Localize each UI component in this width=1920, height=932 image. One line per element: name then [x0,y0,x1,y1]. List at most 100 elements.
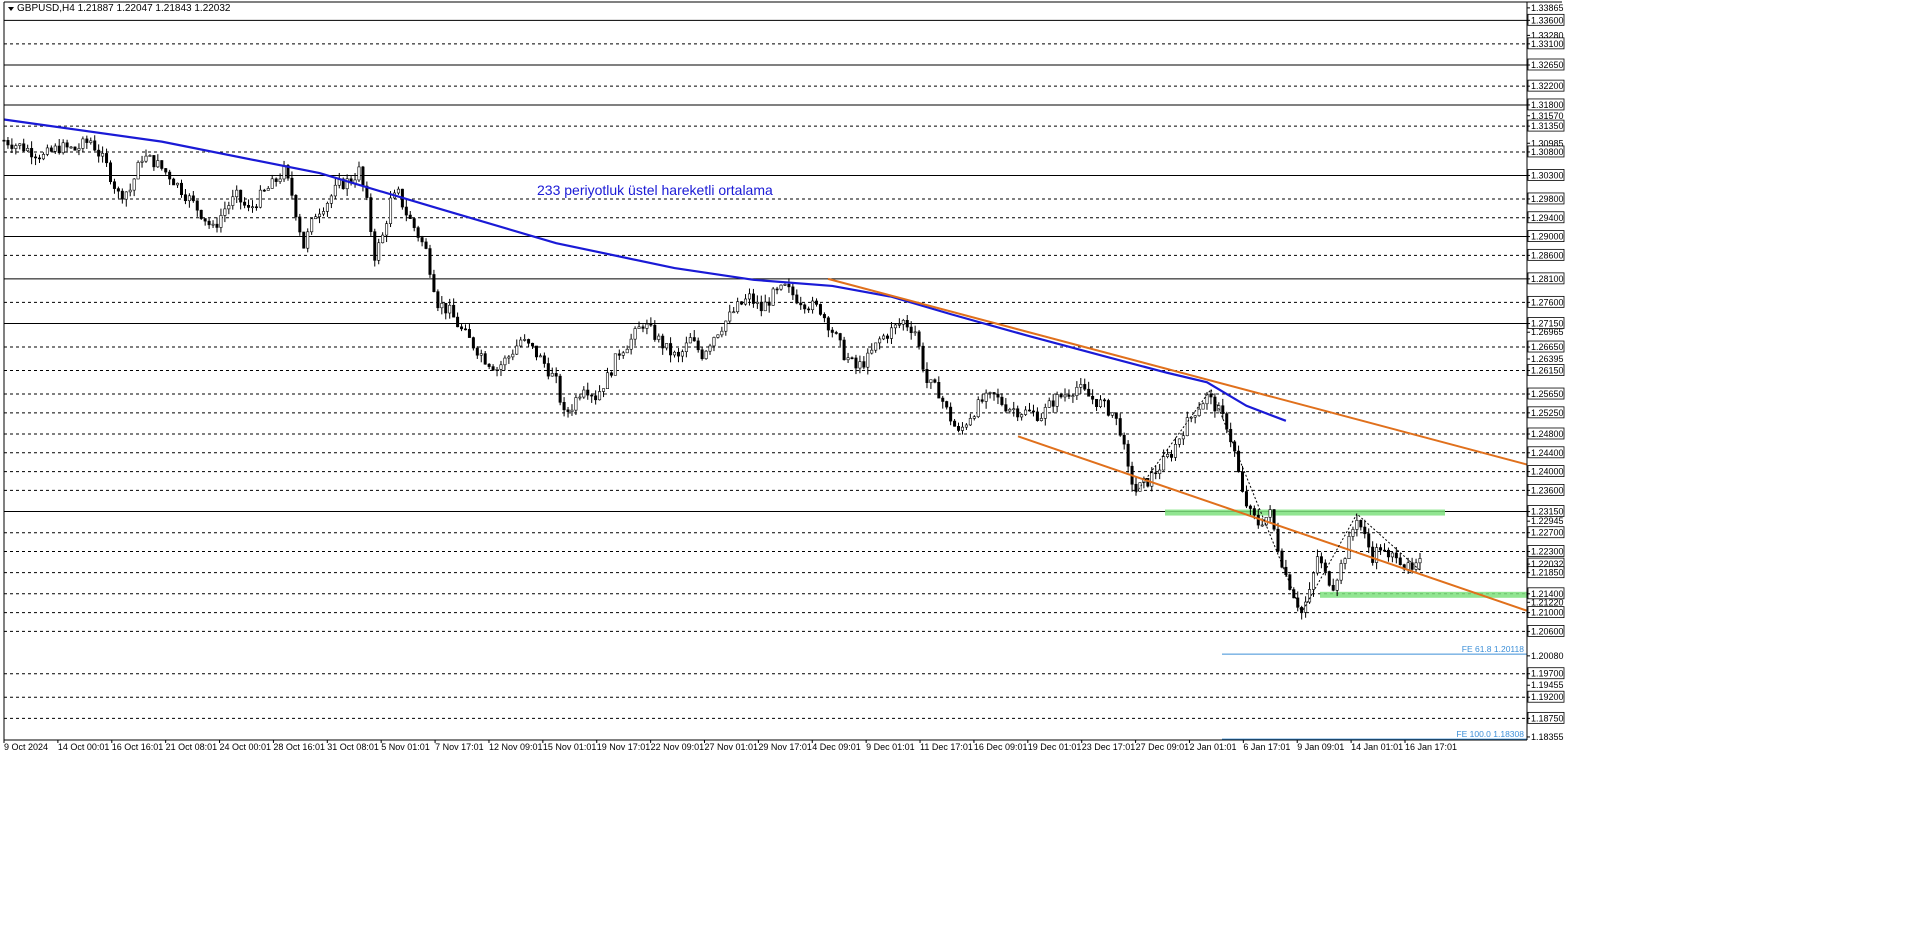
candle-body [254,206,258,209]
time-tick-label: 28 Oct 16:01 [273,742,325,752]
price-tick-label: 1.26395 [1531,354,1564,364]
price-tick-label: 1.31350 [1531,121,1564,131]
time-tick-label: 14 Jan 01:01 [1351,742,1403,752]
candle-body [838,333,842,341]
time-tick-label: 15 Nov 01:01 [543,742,597,752]
candle-body [45,147,49,155]
triangle-down-icon[interactable] [8,7,14,11]
candle-body [1248,505,1252,509]
candle-body [578,396,582,399]
candle-body [1201,403,1205,410]
candle-body [463,328,467,331]
candle-body [1126,443,1130,467]
candle-body [247,204,251,208]
candle-body [432,274,436,292]
candle-body [369,197,373,232]
candle-body [1087,388,1091,397]
candle-body [854,357,858,369]
candle-body [404,206,408,216]
price-tick-label: 1.30300 [1531,170,1564,180]
candle-body [1051,400,1055,407]
candle-body [1071,395,1075,397]
candle-body [483,353,487,365]
candle-body [653,324,657,340]
candle-body [886,335,890,339]
time-tick-label: 6 Jan 17:01 [1243,742,1290,752]
ema-233-line [3,118,1287,422]
candle-body [602,388,606,392]
candle-body [211,223,215,226]
price-tick-label: 1.19700 [1531,669,1564,679]
candle-body [692,337,696,342]
candle-body [1260,524,1264,527]
candle-body [1355,520,1359,530]
price-tick-label: 1.22300 [1531,547,1564,557]
price-tick-label: 1.25650 [1531,389,1564,399]
candle-body [866,352,870,368]
candle-body [408,214,412,219]
candle-body [101,153,105,157]
time-tick-label: 29 Nov 17:01 [758,742,812,752]
candle-body [49,147,53,152]
price-tick-label: 1.23150 [1531,507,1564,517]
candle-body [140,160,144,163]
candle-body [444,302,448,314]
price-tick-label: 1.33280 [1531,30,1564,40]
candle-body [97,149,101,157]
candle-body [329,195,333,204]
price-tick-label: 1.31570 [1531,111,1564,121]
candle-body [633,328,637,340]
candle-body [893,324,897,329]
candle-body [862,361,866,368]
price-tick-label: 1.22032 [1531,559,1564,569]
candle-body [14,145,18,149]
candle-body [424,241,428,249]
candle-body [807,308,811,311]
ema-annotation: 233 periyotluk üstel hareketli ortalama [537,182,773,198]
fib-level-label: FE 61.8 1.20118 [1462,644,1524,654]
candle-body [704,350,708,360]
candle-body [1102,399,1106,402]
candle-body [542,355,546,364]
candle-body [1197,408,1201,416]
candle-body [341,178,345,190]
candle-body [641,326,645,329]
price-tick-label: 1.20080 [1531,651,1564,661]
candle-body [917,331,921,347]
candle-body [799,302,803,306]
time-tick-label: 27 Dec 09:01 [1136,742,1190,752]
candle-body [112,181,116,189]
candle-body [1031,410,1035,413]
candle-body [1398,557,1402,565]
candle-body [996,393,1000,398]
candle-body [318,213,322,218]
candle-body [93,140,97,151]
candle-body [684,342,688,353]
candle-body [231,196,235,206]
candle-body [503,357,507,366]
time-tick-label: 9 Jan 09:01 [1297,742,1344,752]
candle-body [665,343,669,349]
candle-body [1319,556,1323,564]
candle-body [988,392,992,394]
support-zone [1320,591,1530,598]
candle-body [566,409,570,412]
candle-body [968,418,972,426]
candle-body [479,353,483,356]
candle-body [905,319,909,328]
candle-body [1020,414,1024,418]
price-tick-label: 1.33600 [1531,15,1564,25]
candle-body [874,342,878,351]
candle-body [1055,394,1059,407]
candle-body [818,304,822,315]
price-tick-label: 1.32650 [1531,60,1564,70]
candle-body [673,351,677,356]
candle-body [637,326,641,329]
candle-body [491,366,495,371]
candle-body [278,178,282,182]
candle-body [574,397,578,411]
candle-body [941,397,945,402]
